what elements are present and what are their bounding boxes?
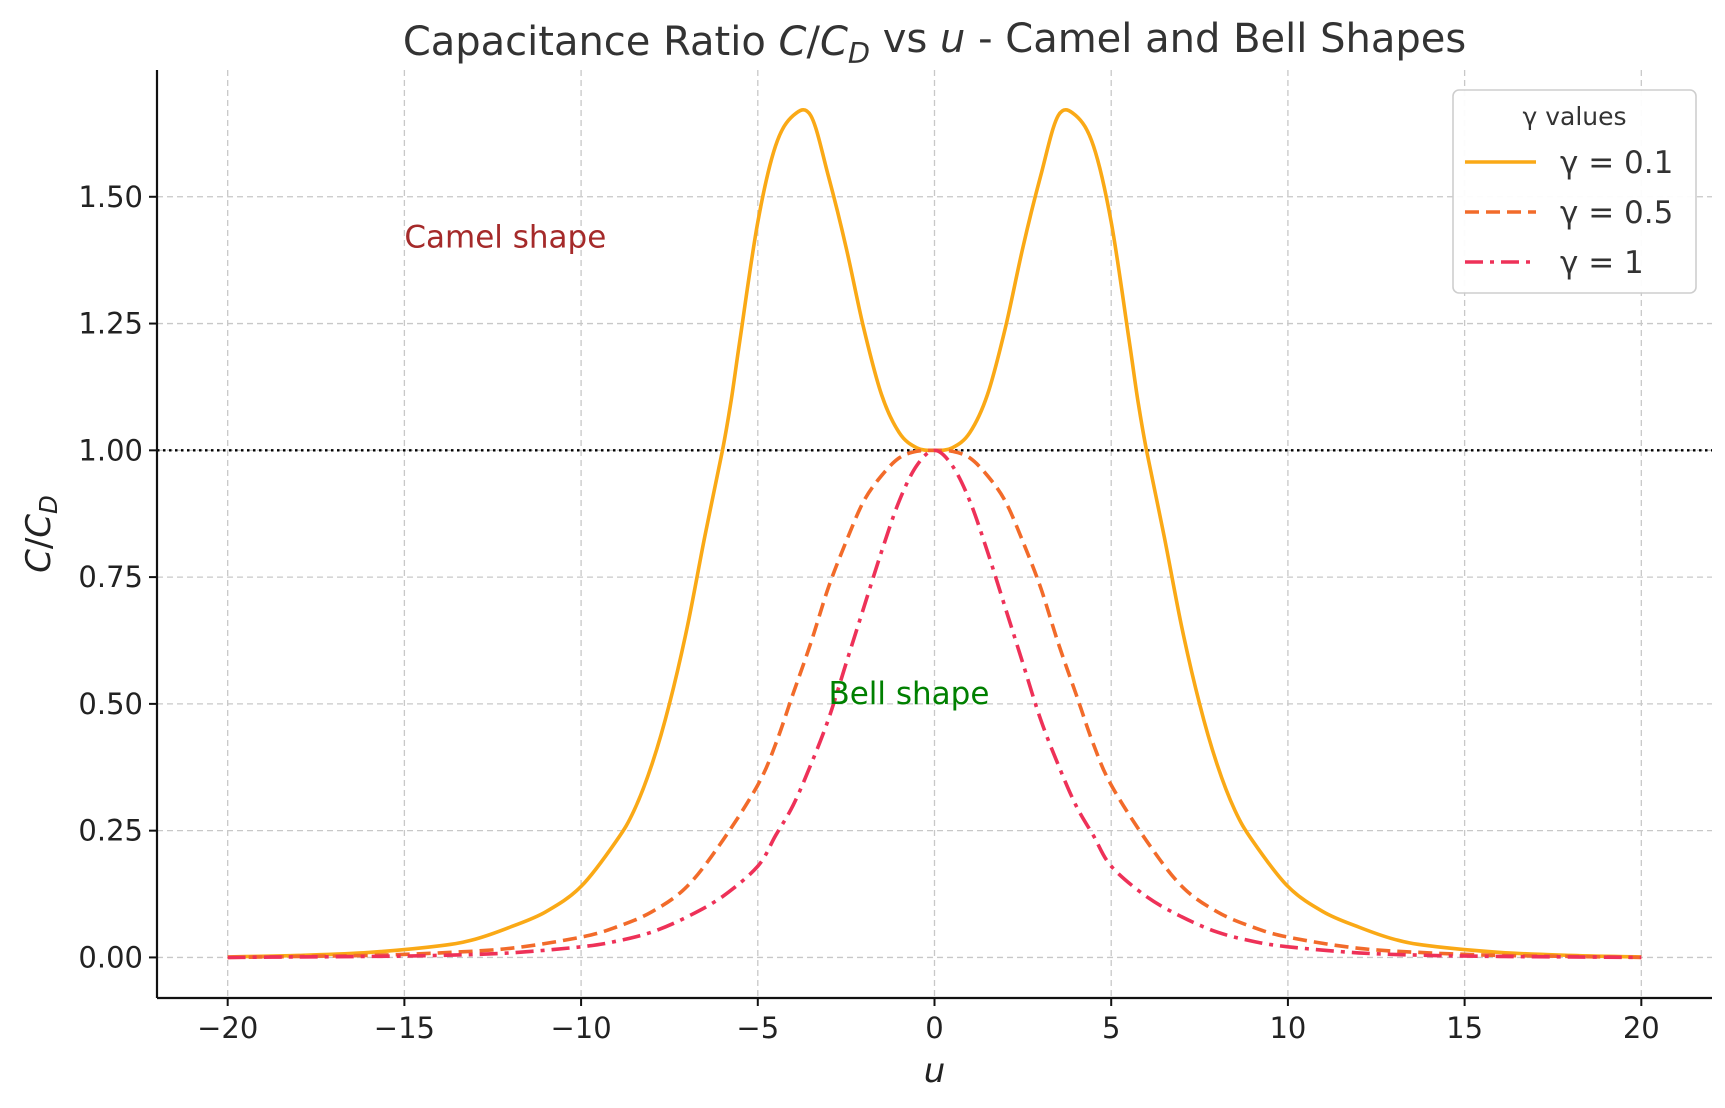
x-tick-label: −20 (197, 1011, 258, 1045)
chart-title-part: C (820, 19, 848, 65)
chart-title-part: D (848, 36, 870, 70)
series-line-2 (227, 448, 1642, 960)
x-tick-label: −10 (550, 1011, 611, 1045)
x-tick-label: −15 (374, 1011, 435, 1045)
y-axis-label-part: C (19, 549, 59, 573)
annotation-1: Bell shape (828, 676, 989, 712)
y-tick-label: 0.25 (78, 814, 143, 848)
y-tick-label: 0.75 (78, 560, 143, 594)
legend-title: γ values (1522, 102, 1626, 131)
y-tick-label: 0.50 (78, 687, 143, 721)
chart-title-part: u (940, 16, 965, 62)
x-tick-label: 10 (1269, 1011, 1306, 1045)
x-tick-label: 5 (1102, 1011, 1120, 1045)
titles: Capacitance Ratio C/CD vs u - Camel and … (403, 16, 1466, 70)
y-tick-label: 1.50 (78, 180, 143, 214)
legend-label-1: γ = 0.5 (1560, 195, 1673, 231)
x-axis-label: u (924, 1051, 946, 1091)
x-tick-label: 20 (1623, 1011, 1660, 1045)
y-axis-label-part: C (19, 514, 59, 538)
y-axis-label-part: D (34, 495, 63, 514)
x-tick-label: 0 (925, 1011, 943, 1045)
y-tick-label: 1.25 (78, 307, 143, 341)
y-axis-label: C/CD (19, 495, 63, 573)
chart-title-part: vs (870, 16, 940, 62)
y-tick-label: 0.00 (78, 940, 143, 974)
annotations: Camel shape Bell shape (404, 219, 989, 711)
legend-label-2: γ = 1 (1560, 245, 1644, 281)
legend-box (1452, 89, 1697, 294)
y-tick-label: 1.00 (78, 433, 143, 467)
chart-title-part: / (806, 19, 820, 65)
chart-title-part: C (779, 19, 807, 65)
chart-title-part: - Camel and Bell Shapes (965, 16, 1466, 62)
series-layer (227, 108, 1642, 960)
annotation-0: Camel shape (404, 219, 606, 255)
legend: γ values γ = 0.1 γ = 0.5 γ = 1 (1452, 89, 1697, 294)
legend-label-0: γ = 0.1 (1560, 145, 1673, 181)
x-tick-label: 15 (1446, 1011, 1483, 1045)
chart-title-part: Capacitance Ratio (403, 19, 779, 65)
y-axis-label-part: / (19, 537, 59, 549)
x-tick-label: −5 (736, 1011, 779, 1045)
axes: −20 −15 −10 −5 0 5 10 15 20 0.00 0.25 0.50 0.75 1.00 1… (19, 70, 1712, 1091)
chart-title: Capacitance Ratio C/CD vs u - Camel and … (403, 16, 1466, 70)
